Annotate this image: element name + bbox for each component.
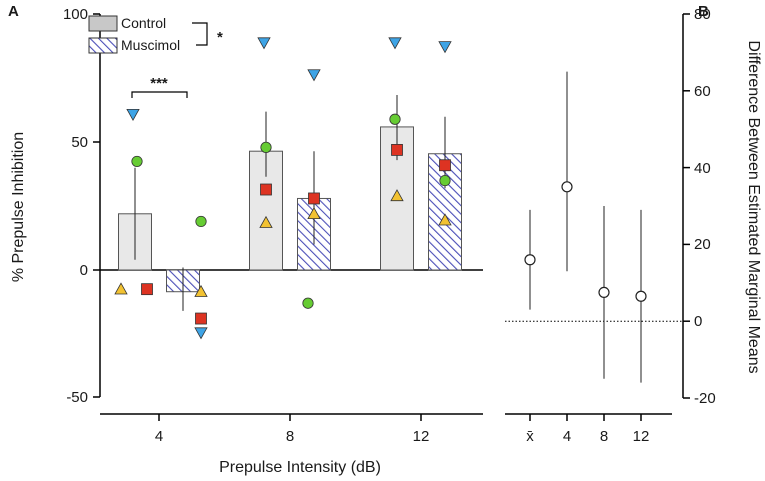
point-control-8db-circle	[260, 141, 272, 153]
panel-a-x-label: Prepulse Intensity (dB)	[219, 459, 381, 476]
panel-a-x-axis: 4 8 12	[100, 413, 483, 445]
b-y-tick-80: 80	[694, 6, 711, 23]
point-control-8db-triangle-up	[259, 215, 273, 228]
point-control-4db-square	[141, 283, 153, 296]
legend-control-label: Control	[121, 15, 166, 31]
panel-b-label: B	[698, 3, 709, 20]
point-muscimol-4db-square	[195, 312, 207, 325]
point-control-4db-triangle-down	[126, 108, 140, 121]
b-y-tick-60: 60	[694, 83, 711, 100]
b-y-tick-minus-20: -20	[694, 390, 716, 407]
point-control-4db-circle	[131, 155, 143, 168]
panel-b-points	[524, 71, 647, 383]
point-muscimol-12db-triangle-up	[438, 213, 452, 226]
point-control-8db-square	[260, 183, 272, 196]
x-tick-8: 8	[286, 428, 294, 445]
legend-control-swatch	[88, 15, 118, 32]
b-y-tick-20: 20	[694, 236, 711, 253]
x-tick-12: 12	[413, 428, 430, 445]
panel-a-y-label: % Prepulse Inhibition	[10, 132, 27, 282]
point-muscimol-4db-circle	[195, 215, 207, 228]
point-muscimol-12db-triangle-down	[438, 41, 452, 54]
legend: Control Muscimol *	[88, 15, 223, 54]
y-tick-50: 50	[71, 134, 88, 151]
y-tick-100: 100	[63, 6, 88, 23]
legend-muscimol-swatch	[88, 37, 118, 54]
y-tick-0: 0	[80, 262, 88, 279]
point-control-4db-triangle-up	[114, 282, 128, 295]
panel-a-points	[114, 37, 452, 340]
b-y-tick-0: 0	[694, 313, 702, 330]
legend-muscimol-label: Muscimol	[121, 37, 180, 53]
point-muscimol-8db-square	[308, 192, 320, 205]
point-muscimol-8db-circle	[302, 297, 314, 309]
b-point-2	[598, 286, 610, 298]
point-control-12db-triangle-up	[390, 189, 404, 202]
point-muscimol-12db-square	[439, 159, 451, 172]
point-muscimol-4db-triangle-down	[194, 327, 208, 340]
panel-b-y-label: Difference Between Estimated Marginal Me…	[745, 40, 762, 373]
point-control-12db-triangle-down	[388, 37, 402, 50]
point-muscimol-8db-triangle-down	[307, 69, 321, 82]
b-point-0	[524, 254, 536, 266]
y-tick-minus-50: -50	[66, 389, 88, 406]
b-x-tick-4: 4	[563, 428, 571, 445]
significance-bracket-4db	[131, 91, 188, 98]
panel-a-y-axis: 100 50 0 -50	[63, 6, 101, 406]
legend-significance-label: *	[217, 29, 223, 46]
point-muscimol-4db-triangle-up	[194, 284, 208, 297]
b-y-tick-40: 40	[694, 160, 711, 177]
x-tick-4: 4	[155, 428, 163, 445]
point-muscimol-12db-circle	[439, 174, 451, 187]
b-x-tick-12: 12	[633, 428, 650, 445]
b-x-tick-mean: x̄	[526, 428, 534, 445]
b-point-1	[561, 181, 573, 193]
panel-b-y-axis: 80 60 40 20 0 -20	[682, 6, 716, 407]
point-control-12db-square	[391, 144, 403, 156]
b-x-tick-8: 8	[600, 428, 608, 445]
significance-label-4db: ***	[150, 75, 168, 92]
panel-b-x-axis: x̄ 4 8 12	[505, 413, 672, 445]
b-point-3	[635, 290, 647, 302]
panel-a-label: A	[8, 3, 19, 20]
point-control-12db-circle	[389, 113, 401, 125]
point-control-8db-triangle-down	[257, 37, 271, 50]
panel-a-bars	[118, 126, 462, 293]
legend-significance-bracket	[192, 22, 208, 46]
point-muscimol-8db-triangle-up	[307, 206, 321, 219]
